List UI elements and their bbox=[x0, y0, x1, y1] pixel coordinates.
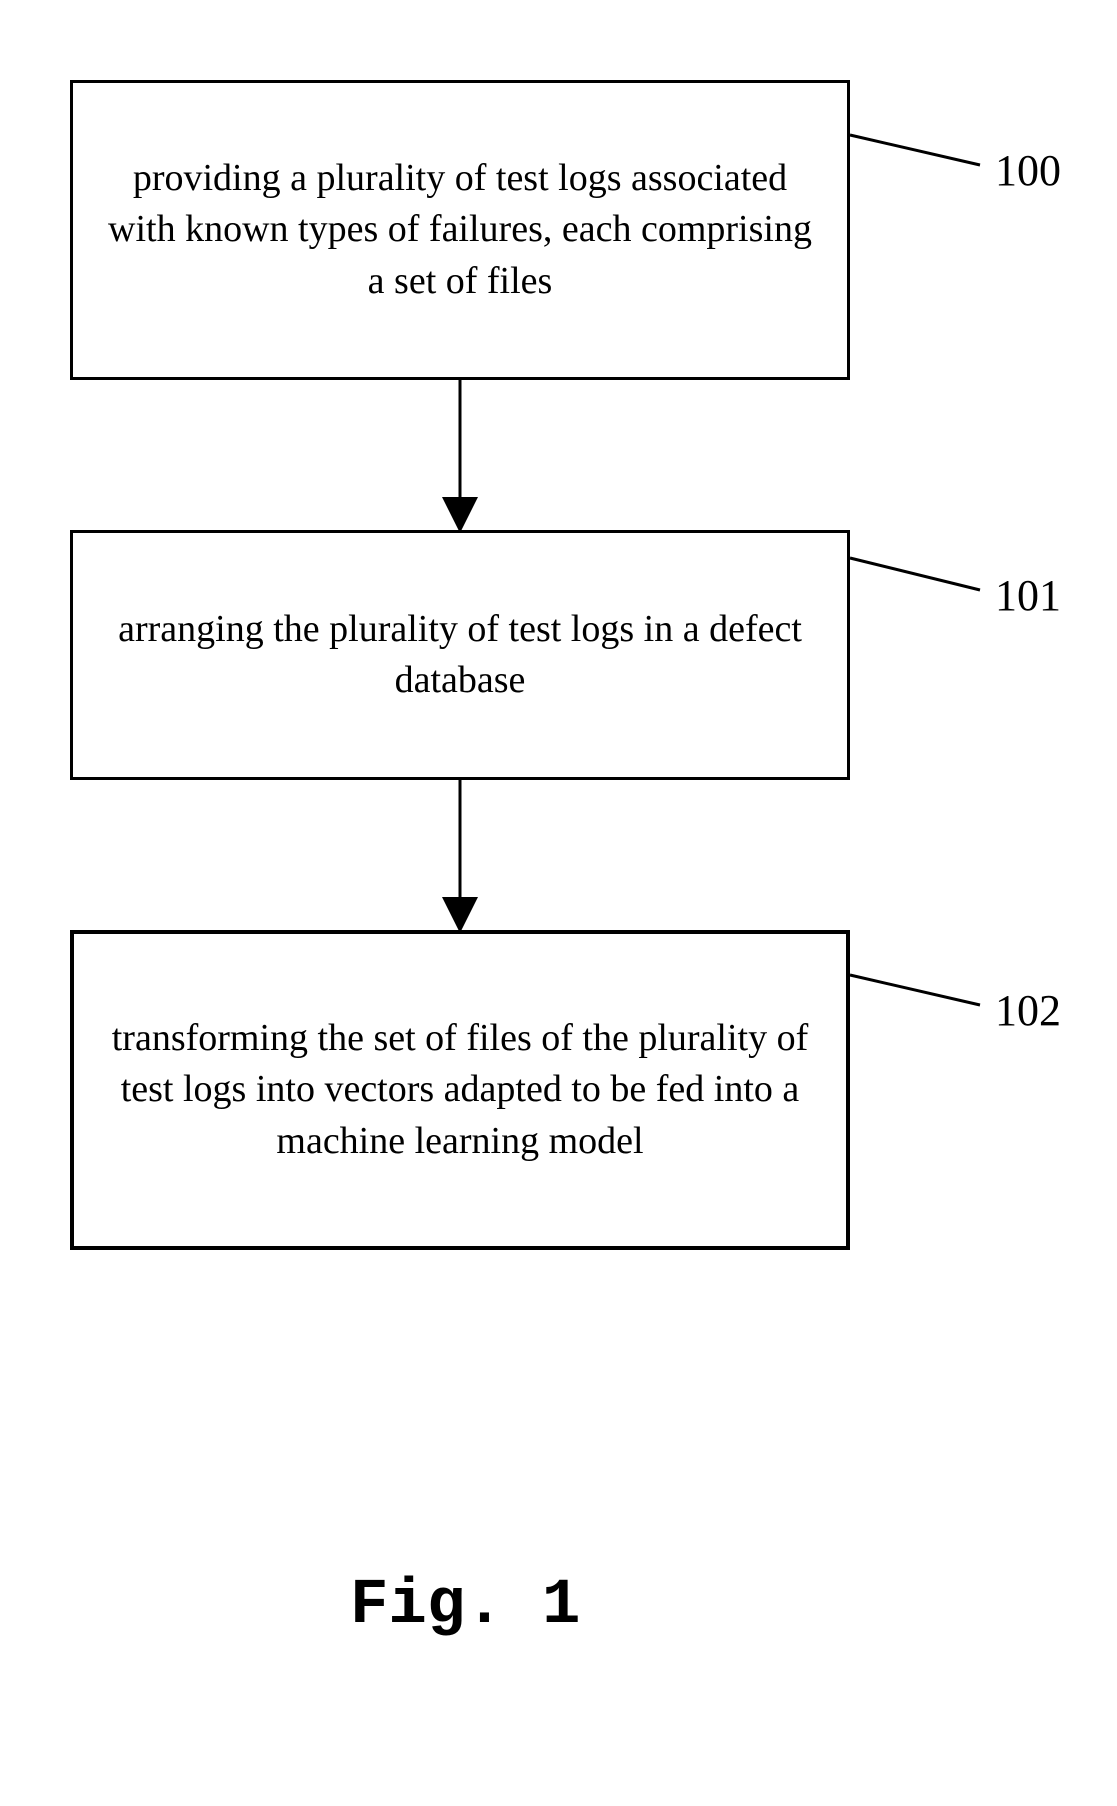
figure-caption: Fig. 1 bbox=[350, 1570, 580, 1642]
node-100-label: 100 bbox=[995, 145, 1061, 196]
leader-line-100 bbox=[850, 135, 980, 165]
node-102-text: transforming the set of files of the plu… bbox=[74, 1013, 846, 1167]
leader-line-101 bbox=[850, 558, 980, 590]
node-101-text: arranging the plurality of test logs in … bbox=[73, 604, 847, 707]
flowchart-node-101: arranging the plurality of test logs in … bbox=[70, 530, 850, 780]
flowchart-node-102: transforming the set of files of the plu… bbox=[70, 930, 850, 1250]
leader-line-102 bbox=[850, 975, 980, 1005]
node-100-text: providing a plurality of test logs assoc… bbox=[73, 153, 847, 307]
node-101-label: 101 bbox=[995, 570, 1061, 621]
flowchart-node-100: providing a plurality of test logs assoc… bbox=[70, 80, 850, 380]
node-102-label: 102 bbox=[995, 985, 1061, 1036]
flowchart-canvas: providing a plurality of test logs assoc… bbox=[0, 0, 1117, 1806]
